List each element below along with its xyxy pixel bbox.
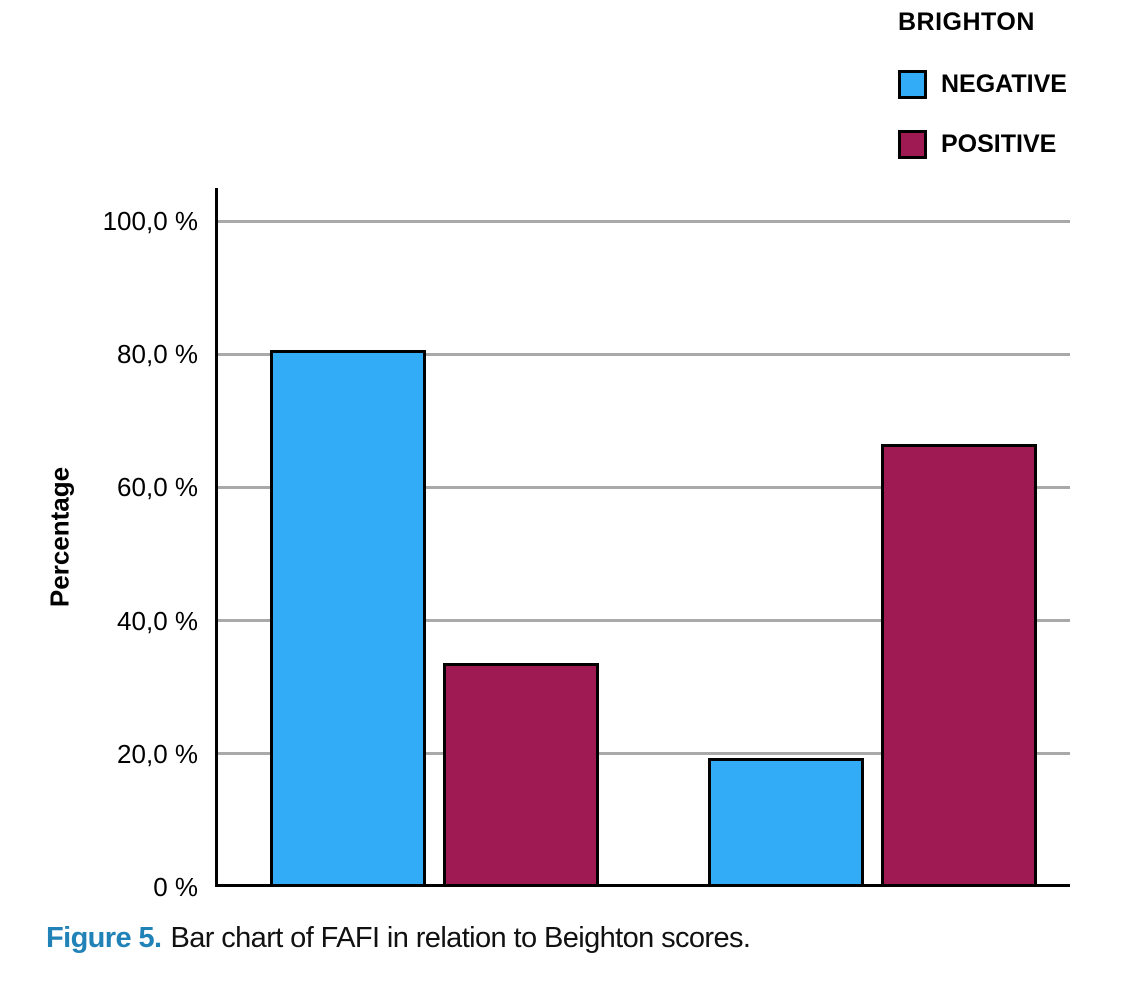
y-tick-label-80: 80,0 % [117, 339, 198, 369]
legend-label-positive: POSITIVE [941, 130, 1057, 158]
gridline-80 [215, 353, 1070, 356]
gridline-60 [215, 486, 1070, 489]
negative-swatch [898, 70, 927, 99]
y-tick-label-0: 0 % [153, 872, 198, 902]
gridline-40 [215, 619, 1070, 622]
legend-item-positive: POSITIVE [898, 130, 1067, 159]
bar-group2-negative [708, 758, 864, 887]
gridline-20 [215, 752, 1070, 755]
gridline-100 [215, 220, 1070, 223]
figure-caption-number: Figure 5. [46, 922, 162, 954]
plot-area [215, 188, 1070, 887]
figure-caption-text: Bar chart of FAFI in relation to Beighto… [170, 922, 751, 954]
legend-title: BRIGHTON [898, 8, 1035, 36]
y-tick-label-60: 60,0 % [117, 472, 198, 502]
y-tick-label-40: 40,0 % [117, 606, 198, 636]
y-tick-label-20: 20,0 % [117, 739, 198, 769]
x-axis-line [215, 884, 1070, 887]
bar-group1-positive [443, 663, 599, 887]
y-tick-label-100: 100,0 % [102, 206, 198, 236]
bar-group1-negative [270, 350, 426, 887]
y-axis-line [215, 188, 218, 887]
legend-item-negative: NEGATIVE [898, 70, 1067, 99]
bar-group2-positive [881, 444, 1037, 887]
legend: BRIGHTON NEGATIVE POSITIVE [898, 8, 1067, 190]
positive-swatch [898, 130, 927, 159]
legend-label-negative: NEGATIVE [941, 70, 1067, 98]
figure-caption: Figure 5. Bar chart of FAFI in relation t… [46, 922, 751, 955]
